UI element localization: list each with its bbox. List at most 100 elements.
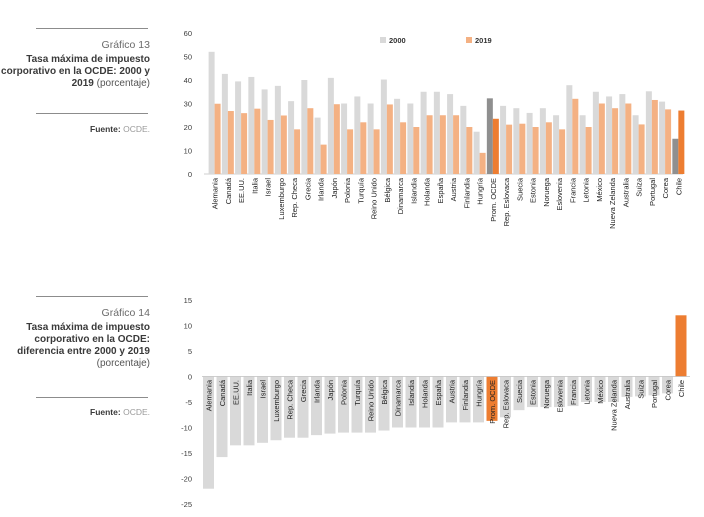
c14-category-label: Dinamarca xyxy=(394,379,403,416)
c13-ytick-label: 0 xyxy=(188,170,192,179)
chart13-number: Gráfico 13 xyxy=(101,39,150,51)
c13-ytick-label: 60 xyxy=(184,29,192,38)
c13-bar-2000 xyxy=(301,80,308,174)
c13-bar-2019 xyxy=(678,110,685,174)
c14-bar xyxy=(270,376,282,441)
c13-category-label: Prom. OCDE xyxy=(489,178,498,222)
c13-category-label: Hungría xyxy=(476,177,485,205)
c13-category-label: Polonia xyxy=(343,177,352,203)
c13-bar-2000 xyxy=(367,103,374,174)
c13-bar-2019 xyxy=(453,115,460,174)
c13-bar-2019 xyxy=(227,111,234,174)
c14-bar xyxy=(351,376,363,433)
chart13-title: Tasa máxima de impuesto corporativo en l… xyxy=(0,54,150,90)
c13-category-label: Canadá xyxy=(224,177,233,204)
chart14-title-text: Tasa máxima de impuesto corporativo en l… xyxy=(17,322,150,357)
c13-bar-2000 xyxy=(235,81,242,174)
c13-category-label: Australia xyxy=(621,177,630,207)
c13-bar-2019 xyxy=(665,109,672,174)
c14-category-label: Israel xyxy=(259,380,268,399)
c14-bar xyxy=(540,376,552,408)
c14-category-label: Portugal xyxy=(650,380,659,408)
c13-bar-2019 xyxy=(651,99,658,174)
c14-category-label: Luxemburgo xyxy=(272,380,281,422)
c13-bar-2000 xyxy=(526,112,533,174)
c14-category-label: Prom. OCDE xyxy=(488,380,497,424)
c13-category-label: Rep. Eslovaca xyxy=(502,177,511,226)
c13-category-label: Italia xyxy=(250,177,259,194)
c14-ytick-label: -25 xyxy=(181,500,192,509)
c13-category-label: Nueva Zelanda xyxy=(608,177,617,229)
c13-bar-2019 xyxy=(572,98,579,174)
sidebar-rule-top-13 xyxy=(36,28,148,29)
c13-category-label: Eslovenia xyxy=(555,177,564,210)
c13-bar-2019 xyxy=(360,122,367,174)
c13-category-label: Dinamarca xyxy=(396,177,405,214)
c14-bar xyxy=(419,376,430,428)
c13-category-label: Suiza xyxy=(635,177,644,197)
c13-category-label: Rep. Checa xyxy=(290,177,299,217)
c13-bar-2019 xyxy=(307,108,314,174)
c13-bar-2019 xyxy=(214,103,221,174)
c13-bar-2000 xyxy=(407,103,414,174)
c13-category-label: Chile xyxy=(674,178,683,195)
c13-bar-2019 xyxy=(426,115,433,174)
c14-category-label: Canadá xyxy=(218,379,227,406)
c13-bar-2019 xyxy=(638,124,645,174)
c13-bar-2019 xyxy=(506,124,513,174)
c13-bar-2019 xyxy=(373,129,380,174)
c13-bar-2000 xyxy=(659,101,666,174)
chart13-title-text: Tasa máxima de impuesto corporativo en l… xyxy=(1,54,150,89)
c14-category-label: Turquía xyxy=(353,379,362,405)
c13-bar-2000 xyxy=(420,91,427,174)
c13-bar-2000 xyxy=(261,89,268,174)
c14-category-label: Reino Unido xyxy=(367,380,376,421)
c13-bar-2000 xyxy=(460,105,467,174)
chart14-subtitle: (porcentaje) xyxy=(96,358,150,369)
c13-bar-2019 xyxy=(545,122,552,174)
c13-bar-2000 xyxy=(327,77,334,174)
c14-bar xyxy=(446,376,457,423)
c14-ytick-label: 5 xyxy=(188,347,192,356)
c13-bar-2000 xyxy=(341,103,348,174)
c14-bar xyxy=(243,376,255,446)
c13-category-label: Letonia xyxy=(582,177,591,202)
c14-bar xyxy=(594,376,606,402)
c14-category-label: Rep. Checa xyxy=(286,379,295,419)
c13-ytick-label: 20 xyxy=(184,123,192,132)
c13-legend-label-2000: 2000 xyxy=(389,36,406,45)
c13-category-label: Estonia xyxy=(529,177,538,203)
c14-bar xyxy=(635,376,646,397)
chart14-caption: Gráfico 14 Tasa máxima de impuesto corpo… xyxy=(0,307,150,370)
c14-ytick-label: -10 xyxy=(181,424,192,433)
c13-category-label: Reino Unido xyxy=(370,178,379,219)
c14-category-label: Eslovenia xyxy=(556,379,565,412)
c14-bar xyxy=(338,376,349,433)
c14-category-label: Noruega xyxy=(542,379,551,409)
chart13-source-value: OCDE. xyxy=(123,124,150,134)
c14-bar xyxy=(459,376,471,423)
c14-bar xyxy=(230,376,241,446)
chart14-source: Fuente: OCDE. xyxy=(0,407,150,417)
c13-category-label: EE.UU. xyxy=(237,178,246,203)
c13-bar-2000 xyxy=(447,94,454,174)
c13-bar-2019 xyxy=(479,152,486,174)
c14-category-label: Rep. Eslovaca xyxy=(502,379,511,428)
c13-category-label: Francia xyxy=(568,177,577,203)
c14-bar xyxy=(284,376,295,438)
c13-bar-2000 xyxy=(553,115,560,174)
c13-category-label: Grecia xyxy=(303,177,312,200)
c14-bar xyxy=(203,376,214,489)
c14-ytick-label: 15 xyxy=(184,296,192,305)
c13-bar-2000 xyxy=(473,131,480,174)
chart13-caption: Gráfico 13 Tasa máxima de impuesto corpo… xyxy=(0,39,150,90)
c14-category-label: Suecia xyxy=(515,379,524,403)
c13-category-label: España xyxy=(436,177,445,203)
c14-bar xyxy=(392,376,403,428)
c13-bar-2000 xyxy=(645,91,652,174)
c14-category-label: Nueva Zelanda xyxy=(610,379,619,431)
chart14-title: Tasa máxima de impuesto corporativo en l… xyxy=(0,322,150,370)
c13-ytick-label: 50 xyxy=(184,53,192,62)
c14-category-label: España xyxy=(434,379,443,405)
c13-category-label: Portugal xyxy=(648,178,657,206)
